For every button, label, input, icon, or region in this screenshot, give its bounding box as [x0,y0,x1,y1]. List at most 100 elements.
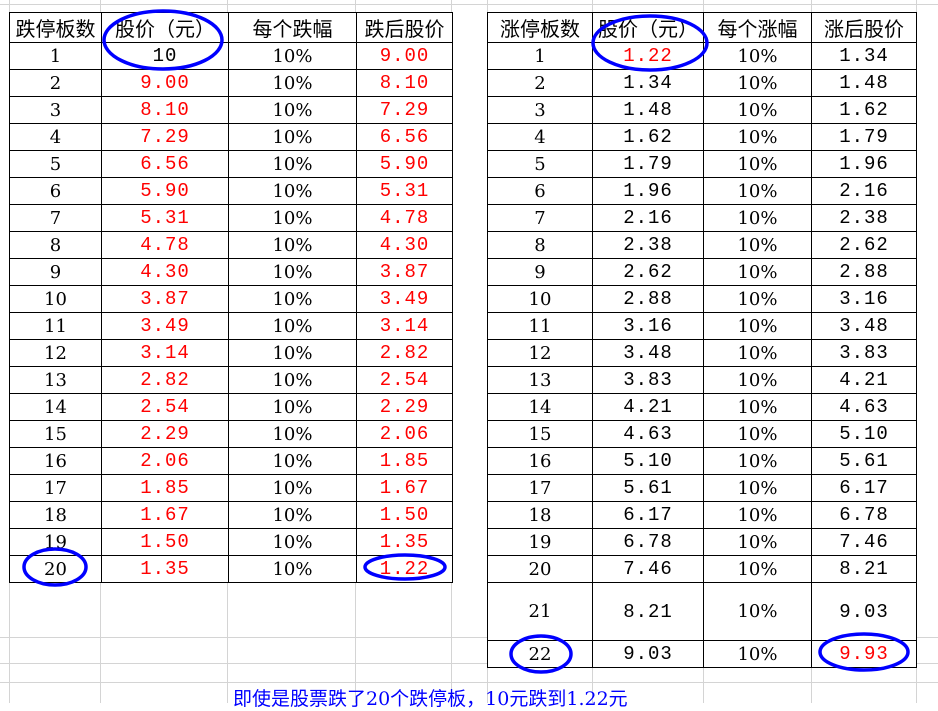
result-price-cell[interactable]: 6.56 [356,123,453,151]
change-cell[interactable]: 10% [703,420,812,448]
count-cell[interactable]: 16 [487,447,593,475]
result-price-cell[interactable]: 8.21 [811,555,917,583]
change-cell[interactable]: 10% [228,204,357,232]
price-cell[interactable]: 3.14 [101,339,229,367]
price-cell[interactable]: 8.10 [101,96,229,124]
count-cell[interactable]: 1 [487,42,593,70]
change-cell[interactable]: 10% [703,447,812,475]
change-cell[interactable]: 10% [228,96,357,124]
result-price-cell[interactable]: 4.30 [356,231,453,259]
result-price-cell[interactable]: 3.87 [356,258,453,286]
result-price-cell[interactable]: 5.31 [356,177,453,205]
change-cell[interactable]: 10% [228,177,357,205]
price-cell[interactable]: 9.03 [592,640,704,668]
change-cell[interactable]: 10% [703,285,812,313]
change-cell[interactable]: 10% [703,501,812,529]
result-price-cell[interactable]: 1.67 [356,474,453,502]
price-cell[interactable]: 7.46 [592,555,704,583]
price-cell[interactable]: 5.31 [101,204,229,232]
count-cell[interactable]: 17 [487,474,593,502]
price-cell[interactable]: 2.29 [101,420,229,448]
price-cell[interactable]: 7.29 [101,123,229,151]
change-cell[interactable]: 10% [228,258,357,286]
price-cell[interactable]: 6.56 [101,150,229,178]
change-cell[interactable]: 10% [228,366,357,394]
result-price-cell[interactable]: 9.93 [811,640,917,668]
change-cell[interactable]: 10% [703,640,812,668]
price-cell[interactable]: 5.90 [101,177,229,205]
change-cell[interactable]: 10% [228,339,357,367]
count-cell[interactable]: 8 [487,231,593,259]
result-price-cell[interactable]: 1.34 [811,42,917,70]
result-price-cell[interactable]: 4.21 [811,366,917,394]
result-price-cell[interactable]: 4.78 [356,204,453,232]
price-cell[interactable]: 1.62 [592,123,704,151]
result-price-cell[interactable]: 9.03 [811,582,917,641]
count-cell[interactable]: 18 [9,501,102,529]
result-price-cell[interactable]: 2.06 [356,420,453,448]
count-cell[interactable]: 2 [9,69,102,97]
column-header[interactable]: 跌停板数 [9,12,102,43]
price-cell[interactable]: 2.88 [592,285,704,313]
count-cell[interactable]: 13 [487,366,593,394]
count-cell[interactable]: 5 [9,150,102,178]
count-cell[interactable]: 21 [487,582,593,641]
change-cell[interactable]: 10% [703,312,812,340]
result-price-cell[interactable]: 1.62 [811,96,917,124]
result-price-cell[interactable]: 7.29 [356,96,453,124]
result-price-cell[interactable]: 2.54 [356,366,453,394]
price-cell[interactable]: 1.67 [101,501,229,529]
count-cell[interactable]: 14 [9,393,102,421]
change-cell[interactable]: 10% [703,123,812,151]
column-header[interactable]: 每个涨幅 [703,12,812,43]
count-cell[interactable]: 4 [9,123,102,151]
price-cell[interactable]: 8.21 [592,582,704,641]
count-cell[interactable]: 9 [487,258,593,286]
change-cell[interactable]: 10% [703,96,812,124]
count-cell[interactable]: 11 [9,312,102,340]
price-cell[interactable]: 2.38 [592,231,704,259]
change-cell[interactable]: 10% [228,69,357,97]
column-header[interactable]: 跌后股价 [356,12,453,43]
change-cell[interactable]: 10% [703,204,812,232]
price-cell[interactable]: 6.17 [592,501,704,529]
change-cell[interactable]: 10% [703,555,812,583]
count-cell[interactable]: 1 [9,42,102,70]
count-cell[interactable]: 15 [487,420,593,448]
change-cell[interactable]: 10% [703,177,812,205]
result-price-cell[interactable]: 1.50 [356,501,453,529]
price-cell[interactable]: 4.78 [101,231,229,259]
result-price-cell[interactable]: 1.85 [356,447,453,475]
result-price-cell[interactable]: 3.48 [811,312,917,340]
change-cell[interactable]: 10% [703,582,812,641]
change-cell[interactable]: 10% [228,393,357,421]
column-header[interactable]: 每个跌幅 [228,12,357,43]
change-cell[interactable]: 10% [228,528,357,556]
result-price-cell[interactable]: 1.35 [356,528,453,556]
price-cell[interactable]: 1.34 [592,69,704,97]
count-cell[interactable]: 7 [9,204,102,232]
result-price-cell[interactable]: 1.48 [811,69,917,97]
result-price-cell[interactable]: 3.16 [811,285,917,313]
count-cell[interactable]: 19 [9,528,102,556]
count-cell[interactable]: 12 [487,339,593,367]
price-cell[interactable]: 3.48 [592,339,704,367]
result-price-cell[interactable]: 5.61 [811,447,917,475]
price-cell[interactable]: 3.87 [101,285,229,313]
result-price-cell[interactable]: 4.63 [811,393,917,421]
result-price-cell[interactable]: 5.10 [811,420,917,448]
count-cell[interactable]: 13 [9,366,102,394]
change-cell[interactable]: 10% [228,150,357,178]
price-cell[interactable]: 3.83 [592,366,704,394]
price-cell[interactable]: 4.30 [101,258,229,286]
result-price-cell[interactable]: 6.17 [811,474,917,502]
price-cell[interactable]: 5.10 [592,447,704,475]
change-cell[interactable]: 10% [228,285,357,313]
result-price-cell[interactable]: 2.82 [356,339,453,367]
count-cell[interactable]: 10 [9,285,102,313]
count-cell[interactable]: 6 [9,177,102,205]
price-cell[interactable]: 6.78 [592,528,704,556]
price-cell[interactable]: 1.96 [592,177,704,205]
price-cell[interactable]: 1.50 [101,528,229,556]
change-cell[interactable]: 10% [228,312,357,340]
